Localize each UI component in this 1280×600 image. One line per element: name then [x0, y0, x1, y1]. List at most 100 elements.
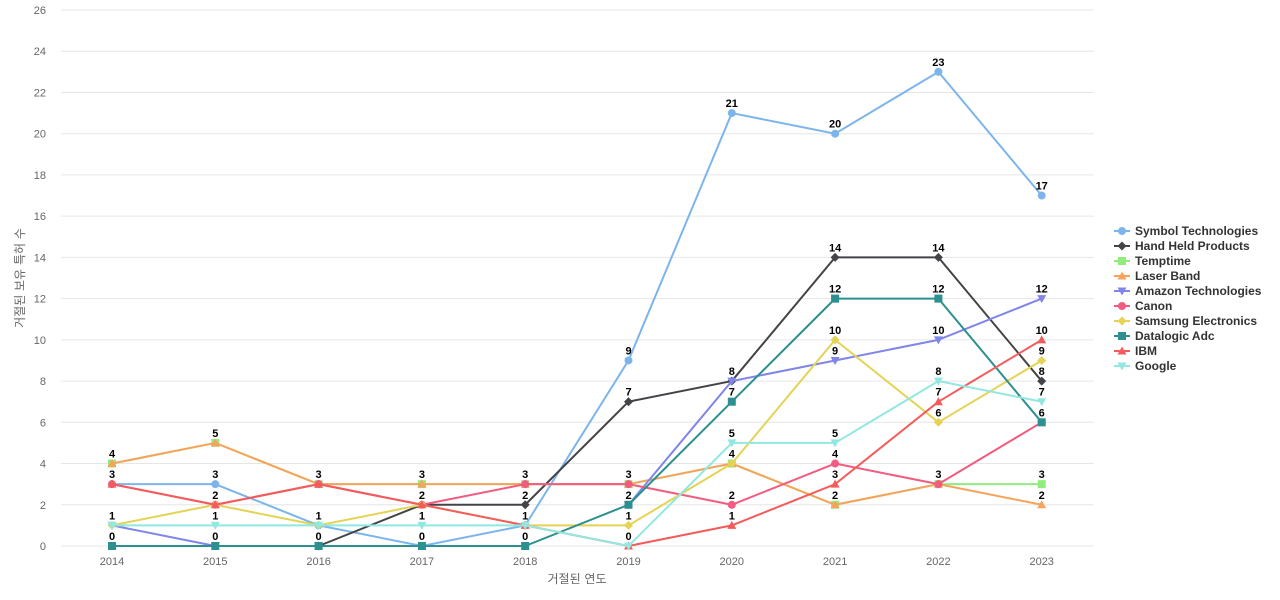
data-point: [107, 459, 117, 468]
y-tick-label: 0: [40, 541, 46, 553]
legend-marker: [1118, 257, 1126, 265]
data-point: [1037, 480, 1046, 489]
data-label: 2: [522, 490, 528, 502]
data-label: 1: [625, 510, 631, 522]
y-tick-label: 20: [34, 129, 46, 141]
legend-item-datalogic-adc[interactable]: Datalogic Adc: [1114, 329, 1215, 343]
data-label: 3: [212, 469, 218, 481]
data-label: 10: [829, 325, 841, 337]
data-label: 9: [832, 345, 838, 357]
data-point: [830, 252, 840, 262]
legend-marker: [1117, 346, 1127, 355]
x-tick-label: 2018: [513, 556, 537, 568]
data-point: [1037, 355, 1047, 365]
legend-item-symbol-technologies[interactable]: Symbol Technologies: [1114, 224, 1258, 238]
data-label: 1: [729, 510, 735, 522]
data-point: [933, 377, 943, 386]
data-label: 10: [1036, 325, 1048, 337]
gridlines: [61, 9, 1094, 547]
data-point: [1037, 398, 1047, 407]
data-point: [521, 542, 530, 550]
legend-item-canon[interactable]: Canon: [1114, 299, 1172, 313]
legend-label: Samsung Electronics: [1135, 314, 1257, 328]
data-point: [1037, 500, 1047, 509]
data-point: [210, 438, 220, 447]
data-point: [831, 129, 840, 138]
legend-label: Temptime: [1135, 254, 1191, 268]
data-label: 3: [832, 469, 838, 481]
data-point: [211, 542, 220, 550]
data-point: [727, 439, 737, 448]
data-label: 23: [932, 57, 944, 69]
series-layer: [107, 67, 1047, 551]
data-label: 3: [109, 469, 115, 481]
legend-marker: [1117, 287, 1127, 296]
data-label: 3: [522, 469, 528, 481]
data-point: [624, 480, 633, 489]
data-point: [107, 521, 117, 530]
data-point: [933, 252, 943, 262]
data-point: [211, 480, 220, 489]
legend-item-samsung-electronics[interactable]: Samsung Electronics: [1114, 314, 1257, 328]
data-label: 10: [932, 325, 944, 337]
data-label: 1: [419, 510, 425, 522]
series-line: [318, 256, 1043, 547]
data-label: 4: [109, 449, 116, 461]
data-point: [933, 397, 943, 406]
data-point: [521, 480, 530, 489]
data-point: [1037, 295, 1047, 304]
legend-item-laser-band[interactable]: Laser Band: [1114, 269, 1200, 283]
data-label: 2: [419, 490, 425, 502]
x-axis-ticks: 2014 2015 2016 2017 2018 2019 2020 2021 2022 2023: [100, 556, 1054, 568]
data-point: [624, 542, 633, 551]
data-point: [210, 521, 220, 530]
data-point: [108, 542, 116, 550]
data-label: 7: [935, 387, 941, 399]
data-label: 8: [729, 366, 735, 378]
data-point: [727, 500, 736, 509]
x-tick-label: 2019: [616, 556, 640, 568]
data-label: 7: [625, 387, 631, 399]
data-point: [210, 500, 220, 509]
data-label: 0: [625, 531, 631, 543]
data-point: [934, 480, 943, 489]
legend-marker: [1117, 316, 1127, 326]
data-point: [1037, 418, 1046, 427]
data-label: 1: [522, 510, 528, 522]
legend-label: Hand Held Products: [1135, 239, 1250, 253]
y-axis-title: 거절된 보유 특허 수: [13, 228, 27, 328]
data-label: 17: [1036, 181, 1048, 193]
data-label: 2: [832, 490, 838, 502]
legend-item-temptime[interactable]: Temptime: [1114, 254, 1191, 268]
legend-label: Canon: [1135, 299, 1172, 313]
x-tick-label: 2016: [306, 556, 330, 568]
legend-item-amazon-technologies[interactable]: Amazon Technologies: [1114, 284, 1262, 298]
legend-item-hand-held-products[interactable]: Hand Held Products: [1114, 239, 1250, 253]
data-label: 1: [109, 510, 115, 522]
x-axis-title: 거절된 연도: [547, 572, 606, 586]
data-label: 3: [316, 469, 322, 481]
data-label: 4: [832, 449, 839, 461]
legend-label: Symbol Technologies: [1135, 224, 1258, 238]
x-tick-label: 2017: [410, 556, 434, 568]
x-tick-label: 2022: [926, 556, 950, 568]
data-label: 2: [625, 490, 631, 502]
legend-marker: [1117, 271, 1127, 280]
data-point: [933, 417, 943, 427]
legend-marker: [1118, 302, 1126, 310]
y-tick-label: 8: [40, 376, 46, 388]
data-label: 3: [935, 469, 941, 481]
y-tick-label: 24: [34, 46, 46, 58]
data-label: 3: [419, 469, 425, 481]
y-tick-label: 4: [40, 459, 46, 471]
legend-item-google[interactable]: Google: [1114, 359, 1177, 373]
data-labels-layer: 4310532103103210321097321021875421201412…: [109, 57, 1048, 543]
legend-marker: [1117, 241, 1127, 251]
legend-item-ibm[interactable]: IBM: [1114, 344, 1157, 358]
series-google: [107, 377, 1047, 551]
data-label: 9: [625, 345, 631, 357]
data-point: [520, 500, 530, 510]
x-tick-label: 2021: [823, 556, 847, 568]
data-label: 3: [625, 469, 631, 481]
